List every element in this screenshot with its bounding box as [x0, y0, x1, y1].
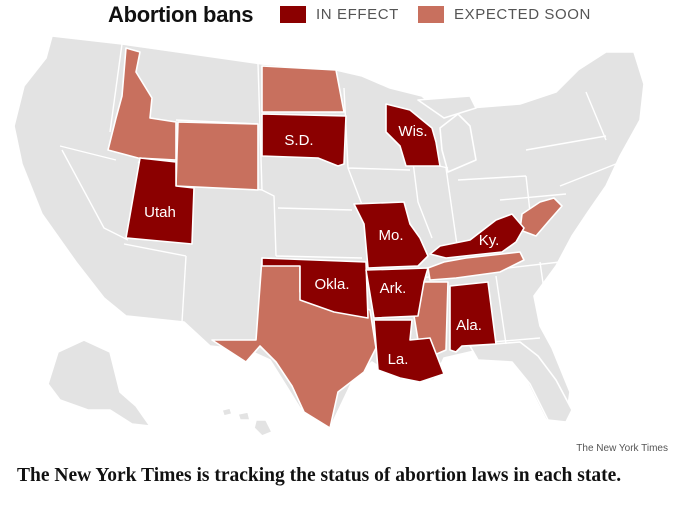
- state-wisconsin: [385, 103, 441, 167]
- state-labels: Utah S.D. Wis. Mo. Ky. Okla. Ark. Ala. L…: [144, 123, 499, 368]
- state-alabama: [449, 281, 497, 353]
- state-wyoming: [175, 121, 259, 191]
- legend-label-expected-soon: EXPECTED SOON: [454, 6, 591, 23]
- state-label-wisconsin: Wis.: [398, 123, 427, 140]
- state-idaho: [107, 47, 177, 161]
- map-caption: The New York Times is tracking the statu…: [17, 465, 622, 486]
- legend-swatch-in-effect: [280, 6, 306, 23]
- state-arkansas: [365, 267, 429, 319]
- state-label-kentucky: Ky.: [479, 232, 500, 249]
- michigan-base: [417, 95, 477, 173]
- legend-label-in-effect: IN EFFECT: [316, 6, 399, 23]
- state-label-oklahoma: Okla.: [314, 276, 349, 293]
- map-credit: The New York Times: [576, 443, 668, 454]
- legend-swatch-expected-soon: [418, 6, 444, 23]
- florida-base: [469, 341, 573, 423]
- legend-in-effect: IN EFFECT: [280, 6, 399, 23]
- us-map-svg: Utah S.D. Wis. Mo. Ky. Okla. Ark. Ala. L…: [13, 35, 645, 437]
- map-header: Abortion bans IN EFFECT EXPECTED SOON: [0, 0, 682, 34]
- state-utah: [125, 157, 195, 245]
- state-missouri: [353, 201, 429, 269]
- state-kentucky: [429, 213, 525, 259]
- state-label-louisiana: La.: [388, 351, 409, 368]
- state-north-dakota: [261, 65, 345, 113]
- state-label-arkansas: Ark.: [380, 280, 407, 297]
- state-louisiana: [373, 319, 445, 383]
- state-label-south-dakota: S.D.: [284, 132, 313, 149]
- in-effect-states: [125, 103, 525, 383]
- state-label-utah: Utah: [144, 204, 176, 221]
- state-south-dakota: [261, 113, 347, 167]
- state-tennessee: [427, 251, 525, 281]
- hawaii-base: [221, 407, 273, 437]
- state-label-alabama: Ala.: [456, 317, 482, 334]
- alaska-base: [47, 339, 151, 427]
- state-label-missouri: Mo.: [378, 227, 403, 244]
- legend-expected-soon: EXPECTED SOON: [418, 6, 591, 23]
- map-title: Abortion bans: [108, 2, 254, 27]
- us-map: Utah S.D. Wis. Mo. Ky. Okla. Ark. Ala. L…: [0, 34, 682, 456]
